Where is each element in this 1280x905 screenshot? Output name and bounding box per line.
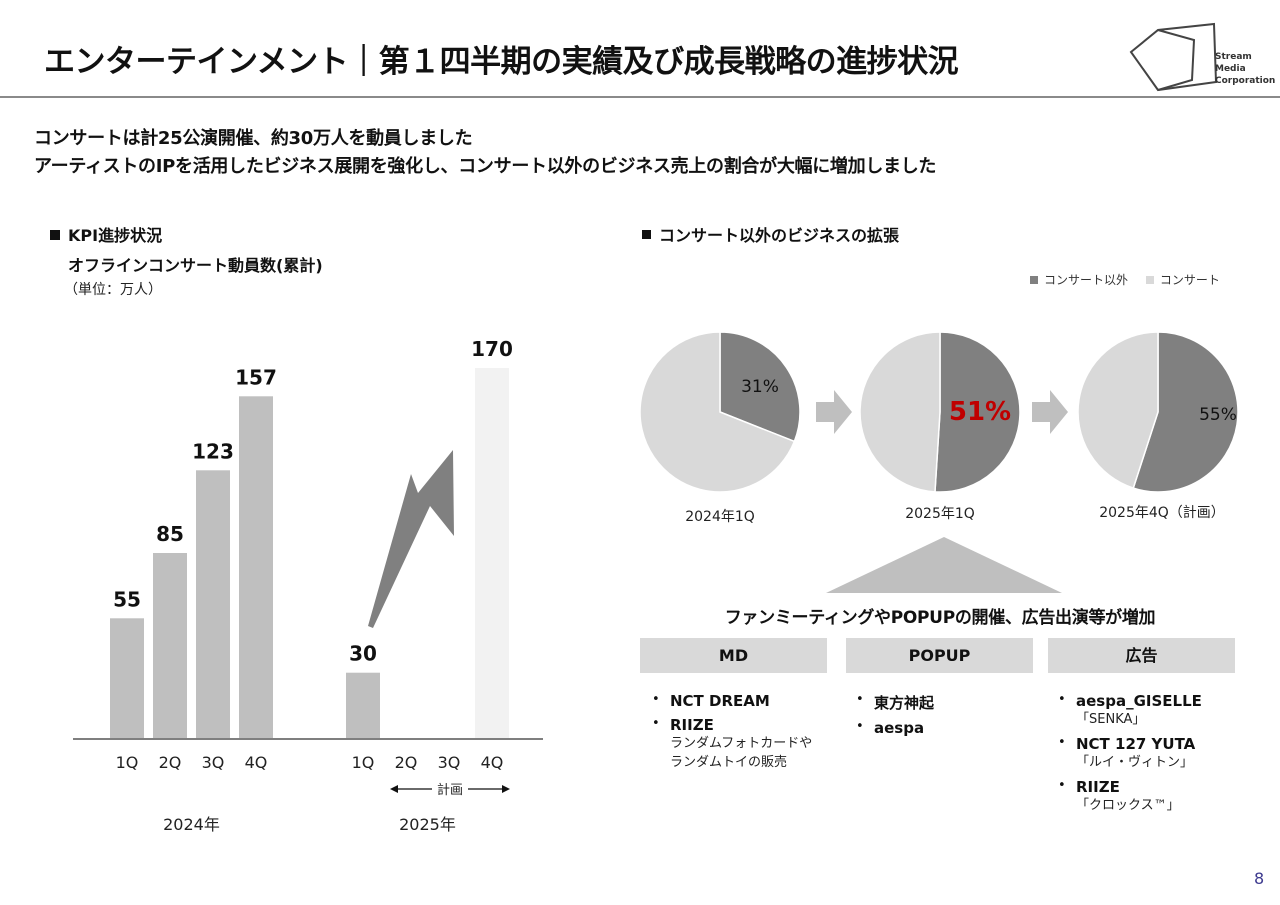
year-label: 2025年 xyxy=(399,815,456,834)
square-bullet-icon xyxy=(50,229,60,240)
company-logo xyxy=(1129,22,1218,92)
artist-name: NCT DREAM xyxy=(670,692,770,710)
arrow-right-icon xyxy=(502,785,510,793)
pie-percent-label: 51% xyxy=(949,397,1011,427)
artist-name: RIIZE xyxy=(1076,778,1120,796)
data-label: 123 xyxy=(192,439,234,463)
bar xyxy=(346,672,380,738)
list-item: aespa_GISELLE 「SENKA」 xyxy=(1052,692,1252,729)
list-item: RIIZE 「クロックス™」 xyxy=(1052,778,1252,815)
kpi-section-heading: KPI進捗状況 xyxy=(50,222,162,246)
pie-percent-label: 31% xyxy=(741,377,779,397)
pie-slice xyxy=(934,331,1021,493)
lead-line-2: アーティストのIPを活用したビジネス展開を強化し、コンサート以外のビジネス売上の… xyxy=(34,156,937,177)
ad-list: aespa_GISELLE 「SENKA」 NCT 127 YUTA 「ルイ・ヴ… xyxy=(1052,692,1252,821)
bar xyxy=(239,396,273,738)
item-detail: 「クロックス™」 xyxy=(1076,798,1180,813)
pie-caption: 2025年4Q（計画） xyxy=(1099,505,1225,521)
bar xyxy=(110,618,144,738)
page-title: エンターテインメント｜第１四半期の実績及び成長戦略の進捗状況 xyxy=(44,44,959,80)
legend-swatch-concert xyxy=(1145,275,1154,284)
column-header-ad: 広告 xyxy=(1048,638,1235,673)
popup-list: 東方神起 aespa xyxy=(850,692,1030,743)
logo-line: Corporation xyxy=(1215,76,1276,86)
list-item: NCT DREAM xyxy=(646,692,836,710)
pie-legend: コンサート以外 コンサート xyxy=(1030,271,1220,288)
data-label: 55 xyxy=(113,587,141,611)
column-header-popup: POPUP xyxy=(846,638,1033,673)
year-label: 2024年 xyxy=(163,815,220,834)
x-tick-label: 3Q xyxy=(438,753,461,772)
x-tick-label: 2Q xyxy=(159,753,182,772)
arrow-right-icon xyxy=(1032,390,1068,434)
artist-name: NCT 127 YUTA xyxy=(1076,735,1196,753)
data-label: 170 xyxy=(471,337,513,361)
list-item: NCT 127 YUTA 「ルイ・ヴィトン」 xyxy=(1052,735,1252,772)
x-tick-label: 2Q xyxy=(395,753,418,772)
x-tick-label: 1Q xyxy=(116,753,139,772)
data-label: 30 xyxy=(349,642,377,666)
pie-slice xyxy=(1077,331,1159,490)
artist-name: aespa_GISELLE xyxy=(1076,692,1202,710)
column-header-md: MD xyxy=(640,638,827,673)
item-detail: 「SENKA」 xyxy=(1076,712,1146,727)
x-tick-label: 3Q xyxy=(202,753,225,772)
kpi-unit-label: （単位：万人） xyxy=(64,282,162,298)
kpi-subtitle: オフラインコンサート動員数(累計) xyxy=(68,256,323,275)
plan-bar xyxy=(475,368,509,738)
business-section-heading: コンサート以外のビジネスの拡張 xyxy=(642,222,899,246)
logo-wordmark: Stream Media Corporation xyxy=(1215,51,1275,87)
arrow-left-icon xyxy=(390,785,398,793)
expansion-triangle-icon xyxy=(826,537,1062,593)
x-tick-label: 1Q xyxy=(352,753,375,772)
x-tick-label: 4Q xyxy=(481,753,504,772)
pie-slice xyxy=(859,331,941,493)
artist-name: RIIZE xyxy=(670,716,714,734)
logo-line: Media xyxy=(1215,64,1246,74)
list-item: RIIZE ランダムフォトカードや ランダムトイの販売 xyxy=(646,716,836,772)
x-tick-label: 4Q xyxy=(245,753,268,772)
lead-line-1: コンサートは計25公演開催、約30万人を動員しました xyxy=(34,128,473,149)
growth-arrow-icon xyxy=(368,450,454,628)
pie-slice xyxy=(719,331,801,443)
bar xyxy=(196,470,230,738)
pie-slice xyxy=(639,331,796,493)
logo-line: Stream xyxy=(1215,52,1252,62)
md-list: NCT DREAM RIIZE ランダムフォトカードや ランダムトイの販売 xyxy=(646,692,836,778)
artist-name: 東方神起 xyxy=(874,694,935,712)
business-summary: ファンミーティングやPOPUPの開催、広告出演等が増加 xyxy=(724,608,1156,628)
list-item: aespa xyxy=(850,719,1030,737)
artist-name: aespa xyxy=(874,719,925,737)
plan-label: 計画 xyxy=(437,782,463,798)
title-divider xyxy=(0,96,1280,98)
kpi-heading-text: KPI進捗状況 xyxy=(68,226,163,245)
pie-percent-label: 55% xyxy=(1199,405,1237,425)
page-number: 8 xyxy=(1254,869,1265,888)
item-detail: ランダムフォトカードや xyxy=(670,736,813,751)
attendance-bar-chart: 55 1Q 85 2Q 123 3Q 157 4Q 2024年 30 1Q 2Q 3Q 170 4Q 2025… xyxy=(73,337,543,834)
pie-caption: 2025年1Q xyxy=(905,506,975,522)
revenue-share-pie-charts: 31% 51% 55% xyxy=(639,331,1239,493)
item-detail: ランダムトイの販売 xyxy=(670,755,788,770)
item-detail: 「ルイ・ヴィトン」 xyxy=(1076,755,1194,770)
business-heading-text: コンサート以外のビジネスの拡張 xyxy=(659,226,900,245)
arrow-right-icon xyxy=(816,390,852,434)
legend-label: コンサート以外 xyxy=(1044,273,1129,287)
legend-swatch-non-concert xyxy=(1030,275,1038,284)
legend-label: コンサート xyxy=(1159,273,1220,287)
data-label: 157 xyxy=(235,365,277,389)
list-item: 東方神起 xyxy=(850,692,1030,713)
data-label: 85 xyxy=(156,522,184,546)
bar xyxy=(153,553,187,738)
pie-slice xyxy=(1132,331,1239,493)
square-bullet-icon xyxy=(642,230,651,239)
pie-caption: 2024年1Q xyxy=(685,509,755,525)
